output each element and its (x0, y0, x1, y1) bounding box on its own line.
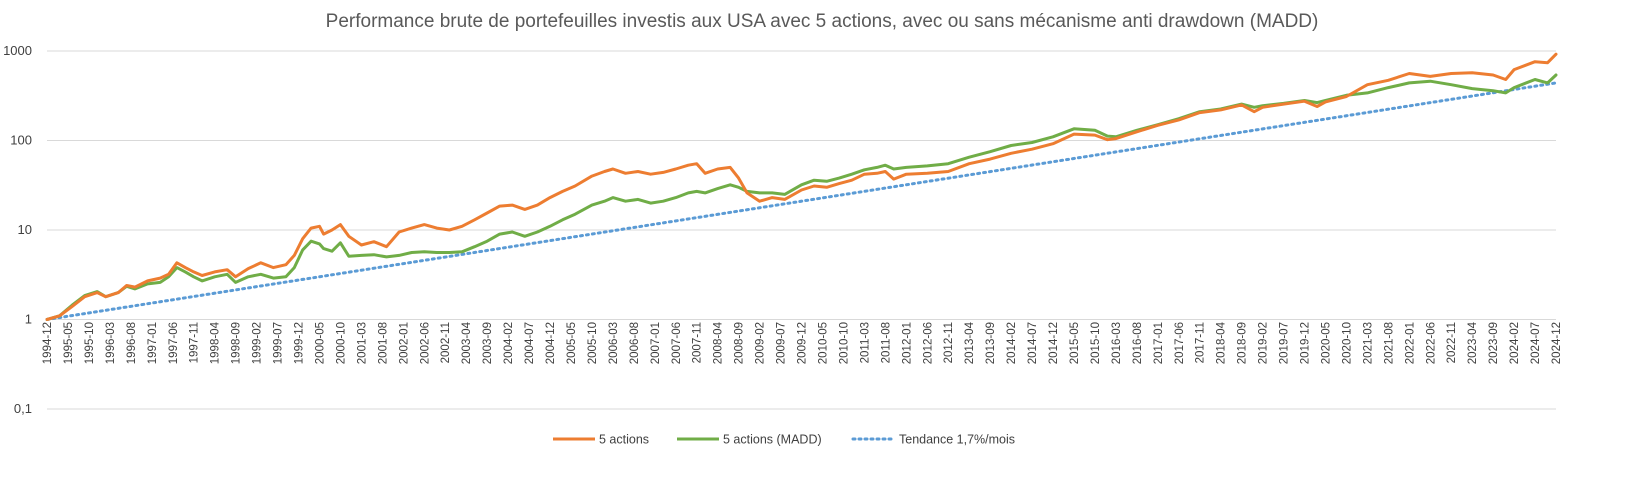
x-axis-ticks: 1994-12 1995-05 1995-10 1996-03 1996-08 1997-… (42, 321, 1563, 364)
series-line-2 (45, 81, 1558, 321)
x-tick-label: 2024-12 (1551, 322, 1563, 364)
x-tick-label: 2007-01 (650, 322, 662, 364)
x-tick-label: 2012-06 (922, 322, 934, 364)
x-tick-label: 1999-07 (273, 322, 285, 364)
x-tick-label: 2009-07 (776, 322, 788, 364)
x-tick-label: 2000-10 (335, 322, 347, 364)
x-tick-label: 2020-10 (1341, 322, 1353, 364)
x-tick-label: 2015-05 (1069, 322, 1081, 364)
x-tick-label: 2005-05 (566, 322, 578, 364)
x-tick-label: 1995-05 (63, 322, 75, 364)
x-tick-label: 2017-06 (1174, 322, 1186, 364)
x-tick-label: 2008-04 (713, 321, 725, 364)
y-axis-ticks: 0,1 1 10 100 1000 (3, 43, 32, 416)
x-tick-label: 2007-06 (671, 322, 683, 364)
x-tick-label: 2004-07 (524, 322, 536, 364)
x-tick-label: 1996-08 (126, 322, 138, 364)
x-tick-label: 2014-12 (1048, 322, 1060, 364)
legend-label: 5 actions (599, 433, 649, 447)
x-tick-label: 2011-08 (880, 322, 892, 363)
y-tick-label: 1 (25, 312, 32, 327)
x-tick-label: 1998-04 (210, 321, 222, 364)
x-tick-label: 2023-04 (1467, 321, 1479, 364)
x-tick-label: 1999-12 (294, 322, 306, 364)
x-tick-label: 2008-09 (734, 322, 746, 364)
x-tick-label: 1997-01 (147, 322, 159, 364)
x-tick-label: 2001-03 (356, 322, 368, 364)
x-tick-label: 1999-02 (252, 322, 264, 364)
x-tick-label: 2019-02 (1258, 322, 1270, 364)
x-tick-label: 2003-09 (482, 322, 494, 364)
chart-title: Performance brute de portefeuilles inves… (326, 11, 1319, 32)
x-tick-label: 2000-05 (314, 322, 326, 364)
x-tick-label: 1997-06 (168, 322, 180, 364)
x-tick-label: 2004-12 (545, 322, 557, 364)
x-tick-label: 2018-09 (1237, 322, 1249, 364)
series-layer (45, 52, 1558, 321)
x-tick-label: 2017-11 (1195, 322, 1207, 363)
x-tick-label: 2016-08 (1132, 322, 1144, 364)
x-tick-label: 2017-01 (1153, 322, 1165, 364)
x-tick-label: 2016-03 (1111, 322, 1123, 364)
x-tick-label: 2009-02 (755, 322, 767, 364)
x-tick-label: 2011-03 (859, 322, 871, 363)
x-tick-label: 2010-10 (838, 322, 850, 364)
series-line-0 (45, 52, 1558, 321)
x-tick-label: 2004-02 (503, 322, 515, 364)
x-tick-label: 2013-04 (964, 321, 976, 364)
x-tick-label: 2002-11 (440, 322, 452, 363)
x-tick-label: 2001-08 (377, 322, 389, 364)
x-tick-label: 2022-01 (1404, 322, 1416, 364)
y-tick-label: 100 (10, 133, 32, 148)
grid-layer (47, 50, 1556, 410)
x-tick-label: 2003-04 (461, 321, 473, 364)
x-tick-label: 2002-01 (398, 322, 410, 364)
legend: 5 actions 5 actions (MADD) Tendance 1,7%/m… (553, 433, 1015, 447)
x-tick-label: 2021-08 (1383, 322, 1395, 364)
x-tick-label: 2024-02 (1509, 322, 1521, 364)
x-tick-label: 2006-03 (608, 322, 620, 364)
y-tick-label: 1000 (3, 43, 32, 58)
x-tick-label: 1997-11 (189, 322, 201, 363)
x-tick-label: 2014-07 (1027, 322, 1039, 364)
y-tick-label: 10 (18, 222, 32, 237)
x-tick-label: 2007-11 (692, 322, 704, 363)
x-tick-label: 2019-12 (1300, 322, 1312, 364)
x-tick-label: 2002-06 (419, 322, 431, 364)
x-tick-label: 2020-05 (1320, 322, 1332, 364)
legend-label: Tendance 1,7%/mois (899, 433, 1015, 447)
x-tick-label: 2019-07 (1279, 322, 1291, 364)
x-tick-label: 2014-02 (1006, 322, 1018, 364)
x-tick-label: 1994-12 (42, 322, 54, 364)
x-tick-label: 2024-07 (1530, 322, 1542, 364)
y-tick-label: 0,1 (14, 401, 32, 416)
x-tick-label: 2015-10 (1090, 322, 1102, 364)
x-tick-label: 2006-08 (629, 322, 641, 364)
legend-label: 5 actions (MADD) (723, 433, 822, 447)
x-tick-label: 2005-10 (587, 322, 599, 364)
series-line-1 (45, 73, 1558, 321)
x-tick-label: 2010-05 (817, 322, 829, 364)
x-tick-label: 2022-06 (1425, 322, 1437, 364)
x-tick-label: 1998-09 (231, 322, 243, 364)
x-tick-label: 2022-11 (1446, 322, 1458, 363)
x-tick-label: 2009-12 (797, 322, 809, 364)
x-tick-label: 2021-03 (1362, 322, 1374, 364)
x-tick-label: 1996-03 (105, 322, 117, 364)
x-tick-label: 2023-09 (1488, 322, 1500, 364)
x-tick-label: 2018-04 (1216, 321, 1228, 364)
x-tick-label: 2013-09 (985, 322, 997, 364)
x-tick-label: 2012-01 (901, 322, 913, 364)
x-tick-label: 2012-11 (943, 322, 955, 363)
x-tick-label: 1995-10 (84, 322, 96, 364)
